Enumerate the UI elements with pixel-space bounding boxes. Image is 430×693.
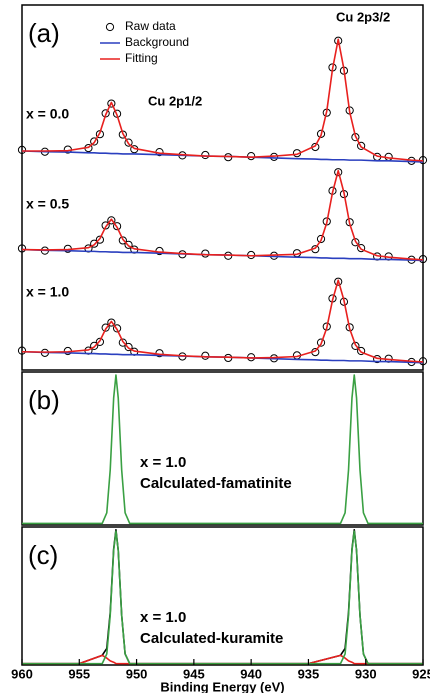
raw-data-point <box>357 243 366 253</box>
panel-frame <box>21 526 424 666</box>
raw-data-point <box>112 324 122 333</box>
annotation: Calculated-kuramite <box>140 630 283 647</box>
series-line <box>21 279 424 363</box>
raw-data-point <box>334 36 343 45</box>
annotation: x = 1.0 <box>26 284 69 300</box>
raw-data-point <box>112 222 122 231</box>
raw-data-point <box>17 145 27 155</box>
x-tick-label: 925 <box>412 666 430 681</box>
x-tick-label: 960 <box>11 666 33 681</box>
series-line <box>22 530 423 665</box>
x-tick-label: 935 <box>298 666 320 681</box>
x-tick-label: 930 <box>355 666 377 681</box>
raw-data-point <box>201 249 210 258</box>
series-line <box>21 169 424 261</box>
raw-data-point <box>316 129 326 138</box>
raw-data-point <box>124 138 133 147</box>
raw-data-point <box>95 337 105 346</box>
raw-data-point <box>90 239 99 248</box>
x-tick-label: 940 <box>240 666 262 681</box>
series-line <box>22 374 423 525</box>
panel-label: (c) <box>28 540 58 570</box>
annotation: Cu 2p3/2 <box>336 9 390 24</box>
raw-data-point <box>101 221 110 230</box>
annotation: x = 0.0 <box>26 106 69 122</box>
raw-data-point <box>17 244 27 253</box>
raw-data-point <box>334 168 343 177</box>
panel-label: (b) <box>28 385 60 415</box>
raw-data-point <box>247 152 256 161</box>
x-tick-label: 955 <box>68 666 90 681</box>
raw-data-point <box>201 150 210 160</box>
legend-label: Raw data <box>125 19 176 33</box>
raw-data-point <box>351 341 360 351</box>
raw-data-point <box>17 346 27 355</box>
raw-data-point <box>101 323 110 332</box>
raw-data-point <box>124 342 133 352</box>
annotation: x = 0.5 <box>26 196 69 212</box>
raw-data-point <box>334 277 343 286</box>
panel-label: (a) <box>28 18 60 48</box>
panel-frame <box>21 371 424 526</box>
legend-label: Background <box>125 35 189 49</box>
raw-data-point <box>90 341 99 351</box>
raw-data-point <box>107 99 116 108</box>
legend-label: Fitting <box>125 51 158 65</box>
x-tick-label: 945 <box>183 666 205 681</box>
raw-data-point <box>118 338 127 347</box>
raw-data-point <box>316 234 326 244</box>
series-line <box>22 38 424 162</box>
raw-data-point <box>90 137 99 146</box>
x-tick-label: 950 <box>126 666 148 681</box>
raw-data-point <box>316 338 326 347</box>
annotation: x = 1.0 <box>140 454 186 471</box>
panel-frame <box>21 4 424 371</box>
raw-data-point <box>107 216 116 225</box>
raw-data-point <box>124 240 133 249</box>
annotation: Calculated-famatinite <box>140 475 292 492</box>
annotation: x = 1.0 <box>140 609 186 626</box>
raw-data-point <box>201 351 210 360</box>
legend-marker <box>105 22 115 32</box>
annotation: Cu 2p1/2 <box>148 93 202 108</box>
raw-data-point <box>118 236 127 245</box>
raw-data-point <box>95 235 105 244</box>
x-axis-label: Binding Energy (eV) <box>160 679 284 693</box>
raw-data-point <box>357 141 366 150</box>
raw-data-point <box>107 318 116 327</box>
raw-data-point <box>357 346 366 356</box>
